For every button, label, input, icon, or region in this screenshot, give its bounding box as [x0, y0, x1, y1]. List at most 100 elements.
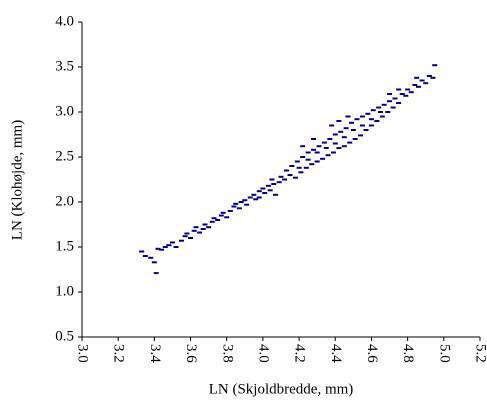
point	[352, 138, 358, 140]
point	[387, 100, 393, 103]
point	[202, 223, 208, 226]
point	[151, 261, 157, 264]
point	[303, 166, 309, 169]
point	[399, 93, 405, 95]
point	[256, 190, 262, 193]
point	[294, 160, 300, 163]
point	[153, 272, 159, 275]
point	[262, 192, 268, 194]
point	[142, 255, 148, 257]
x-tick-label: 4.0	[255, 344, 271, 363]
point	[162, 246, 168, 248]
point	[378, 111, 383, 113]
point	[316, 145, 322, 148]
point	[358, 134, 364, 137]
point	[405, 88, 411, 91]
point	[338, 130, 344, 133]
point	[305, 158, 311, 161]
y-tick-label: 3.5	[55, 58, 74, 74]
point	[271, 183, 277, 185]
y-tick-label: 2.0	[55, 193, 74, 209]
point	[215, 219, 221, 221]
point	[179, 239, 184, 242]
point	[314, 151, 320, 154]
x-tick-label: 4.6	[364, 344, 380, 363]
x-tick-label: 5.0	[436, 344, 452, 363]
y-tick-label: 2.5	[55, 148, 74, 164]
point	[253, 198, 259, 201]
point	[247, 196, 253, 199]
point	[282, 178, 288, 181]
point	[287, 174, 293, 176]
y-axis-title: LN (Klohøjde, mm)	[9, 120, 25, 240]
point	[155, 247, 161, 250]
x-tick-label: 4.8	[400, 344, 416, 363]
point	[354, 118, 360, 121]
y-tick-label: 1.5	[55, 238, 74, 254]
point	[432, 64, 438, 67]
point	[305, 151, 311, 154]
point	[139, 250, 145, 253]
point	[314, 160, 320, 163]
point	[231, 205, 237, 208]
point	[256, 196, 262, 199]
point	[381, 103, 387, 106]
point	[385, 111, 391, 113]
point	[368, 118, 374, 121]
point	[276, 181, 282, 184]
point	[173, 246, 179, 248]
point	[211, 217, 217, 220]
point	[390, 106, 396, 109]
point	[430, 76, 436, 79]
point	[359, 115, 365, 118]
x-tick-label: 3.6	[183, 344, 199, 363]
point	[329, 124, 335, 127]
point	[159, 248, 165, 251]
y-tick-label: 3.0	[55, 103, 74, 119]
point	[218, 214, 224, 217]
point	[392, 97, 398, 100]
point	[238, 201, 244, 203]
y-tick-label: 0.5	[55, 328, 74, 344]
point	[298, 171, 304, 174]
point	[414, 76, 420, 79]
point	[336, 120, 342, 122]
point	[415, 85, 421, 88]
point	[283, 169, 289, 172]
point	[289, 165, 295, 167]
point	[332, 133, 338, 136]
point	[242, 199, 248, 202]
x-tick-label: 3.2	[111, 344, 127, 363]
point	[325, 154, 331, 157]
point	[396, 102, 402, 104]
point	[227, 210, 233, 212]
x-tick-label: 3.8	[219, 344, 235, 363]
point	[365, 112, 371, 115]
point	[359, 124, 365, 127]
point	[269, 178, 275, 181]
point	[412, 84, 418, 86]
point	[350, 129, 356, 131]
x-axis-title: LN (Skjoldbredde, mm)	[209, 381, 354, 397]
point	[224, 216, 230, 219]
point	[396, 88, 402, 91]
point	[403, 94, 409, 97]
y-tick-label: 1.0	[55, 283, 74, 299]
point	[379, 115, 385, 118]
point	[200, 228, 206, 230]
point	[320, 157, 326, 160]
point	[387, 93, 393, 95]
point	[311, 138, 317, 140]
point	[374, 120, 380, 122]
point	[408, 91, 414, 94]
point	[343, 127, 349, 130]
point	[327, 138, 333, 140]
point	[300, 156, 306, 158]
point	[191, 229, 197, 232]
point	[273, 193, 279, 196]
point	[368, 124, 374, 127]
x-tick-label: 3.0	[75, 344, 91, 363]
point	[341, 145, 347, 148]
